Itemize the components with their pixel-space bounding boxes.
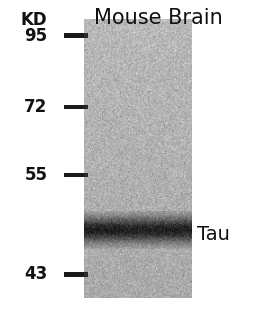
FancyBboxPatch shape: [84, 272, 88, 277]
FancyBboxPatch shape: [84, 33, 88, 38]
FancyBboxPatch shape: [84, 105, 88, 109]
FancyBboxPatch shape: [64, 173, 88, 177]
Text: 72: 72: [24, 98, 47, 116]
Text: 55: 55: [24, 166, 47, 184]
Text: 43: 43: [24, 265, 47, 283]
Text: 95: 95: [24, 27, 47, 45]
Text: KD: KD: [21, 11, 47, 29]
FancyBboxPatch shape: [84, 173, 88, 177]
FancyBboxPatch shape: [64, 272, 88, 277]
Text: Mouse Brain: Mouse Brain: [94, 8, 223, 28]
FancyBboxPatch shape: [64, 105, 88, 109]
FancyBboxPatch shape: [64, 33, 88, 38]
Text: Tau: Tau: [197, 224, 230, 244]
